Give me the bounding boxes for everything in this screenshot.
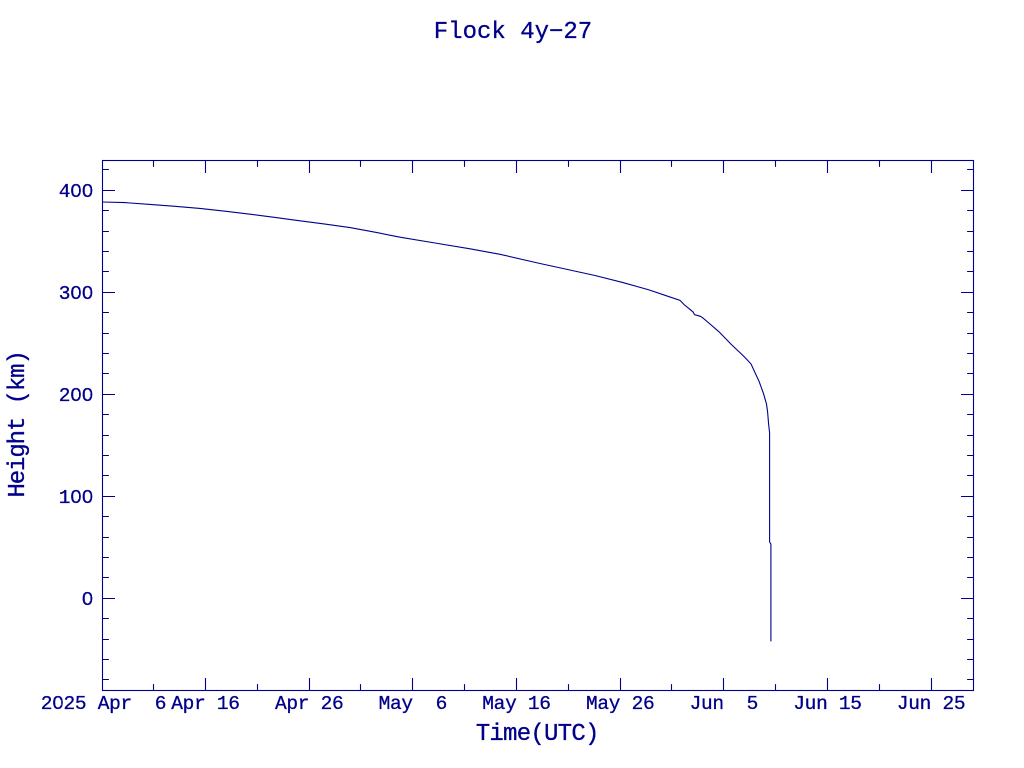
svg-text:Apr 16: Apr 16 xyxy=(171,693,239,715)
svg-text:Apr 26: Apr 26 xyxy=(275,693,343,715)
svg-text:Jun 25: Jun 25 xyxy=(897,693,965,715)
svg-text:May 26: May 26 xyxy=(586,693,654,715)
svg-text:Time(UTC): Time(UTC) xyxy=(476,721,599,748)
svg-text:Jun 5: Jun 5 xyxy=(690,693,758,715)
svg-text:Height (km): Height (km) xyxy=(5,351,32,497)
svg-text:2025 Apr 6: 2025 Apr 6 xyxy=(41,693,166,715)
svg-text:May 6: May 6 xyxy=(379,693,447,715)
svg-text:Jun 15: Jun 15 xyxy=(793,693,861,715)
svg-text:May 16: May 16 xyxy=(482,693,550,715)
svg-text:Flock 4y−27: Flock 4y−27 xyxy=(434,19,592,46)
